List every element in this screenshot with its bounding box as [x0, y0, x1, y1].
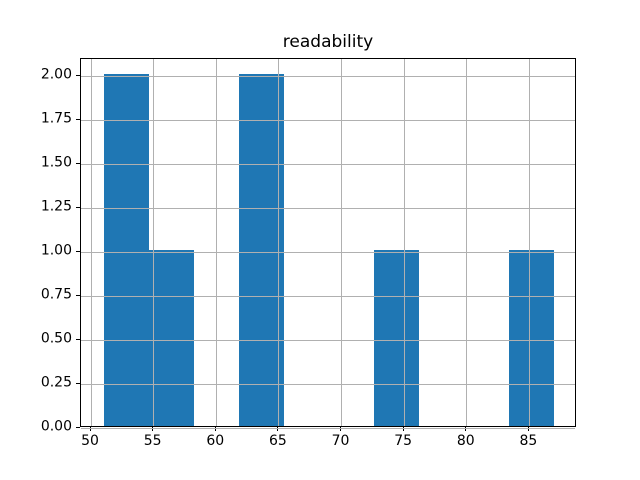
x-tick-mark: [89, 427, 91, 432]
bars-layer: [81, 59, 575, 427]
y-tick-label: 2.00: [40, 66, 72, 83]
y-gridline: [81, 339, 575, 341]
y-tick-label: 1.25: [40, 198, 72, 215]
x-tick-label: 70: [331, 433, 350, 450]
histogram-bar: [148, 250, 194, 427]
chart-title: readability: [282, 32, 374, 52]
y-tick-mark: [76, 382, 80, 384]
y-gridline: [81, 383, 575, 385]
x-gridline: [215, 58, 217, 427]
x-tick-label: 75: [394, 433, 413, 450]
x-tick-label: 85: [519, 433, 538, 450]
y-tick-mark: [76, 162, 80, 164]
y-tick-mark: [76, 250, 80, 252]
y-gridline: [81, 207, 575, 209]
y-tick-label: 1.75: [40, 110, 72, 127]
y-gridline: [81, 75, 575, 77]
y-tick-label: 0.75: [40, 286, 72, 303]
y-gridline: [81, 251, 575, 253]
plot-area: [80, 57, 576, 429]
y-tick-mark: [76, 338, 80, 340]
y-tick-label: 0.00: [40, 418, 72, 435]
x-gridline: [466, 58, 468, 427]
histogram-bar: [374, 250, 420, 427]
x-tick-label: 55: [143, 433, 162, 450]
x-tick-mark: [402, 427, 404, 432]
x-tick-mark: [277, 427, 279, 432]
x-gridline: [403, 58, 405, 427]
x-tick-mark: [340, 427, 342, 432]
x-gridline: [341, 58, 343, 427]
y-tick-label: 1.00: [40, 242, 72, 259]
x-gridline: [90, 58, 92, 427]
x-tick-label: 65: [268, 433, 287, 450]
grid-layer: [81, 58, 575, 429]
y-tick-mark: [76, 74, 80, 76]
x-tick-label: 80: [456, 433, 475, 450]
x-gridline: [278, 58, 280, 427]
x-tick-mark: [152, 427, 154, 432]
histogram-bar: [103, 74, 149, 427]
x-gridline: [153, 58, 155, 427]
y-gridline: [81, 427, 575, 429]
x-tick-mark: [527, 427, 529, 432]
y-tick-label: 0.50: [40, 330, 72, 347]
histogram-bar: [509, 250, 555, 427]
y-tick-mark: [76, 118, 80, 120]
y-gridline: [81, 163, 575, 165]
x-tick-label: 60: [206, 433, 225, 450]
x-tick-label: 50: [81, 433, 99, 450]
histogram-bar: [238, 74, 284, 427]
y-gridline: [81, 119, 575, 121]
y-tick-label: 0.25: [40, 374, 72, 391]
y-tick-label: 1.50: [40, 154, 72, 171]
y-tick-mark: [76, 294, 80, 296]
x-gridline: [528, 58, 530, 427]
y-gridline: [81, 295, 575, 297]
y-tick-mark: [76, 426, 80, 428]
x-tick-mark: [214, 427, 216, 432]
y-tick-mark: [76, 206, 80, 208]
x-tick-mark: [465, 427, 467, 432]
